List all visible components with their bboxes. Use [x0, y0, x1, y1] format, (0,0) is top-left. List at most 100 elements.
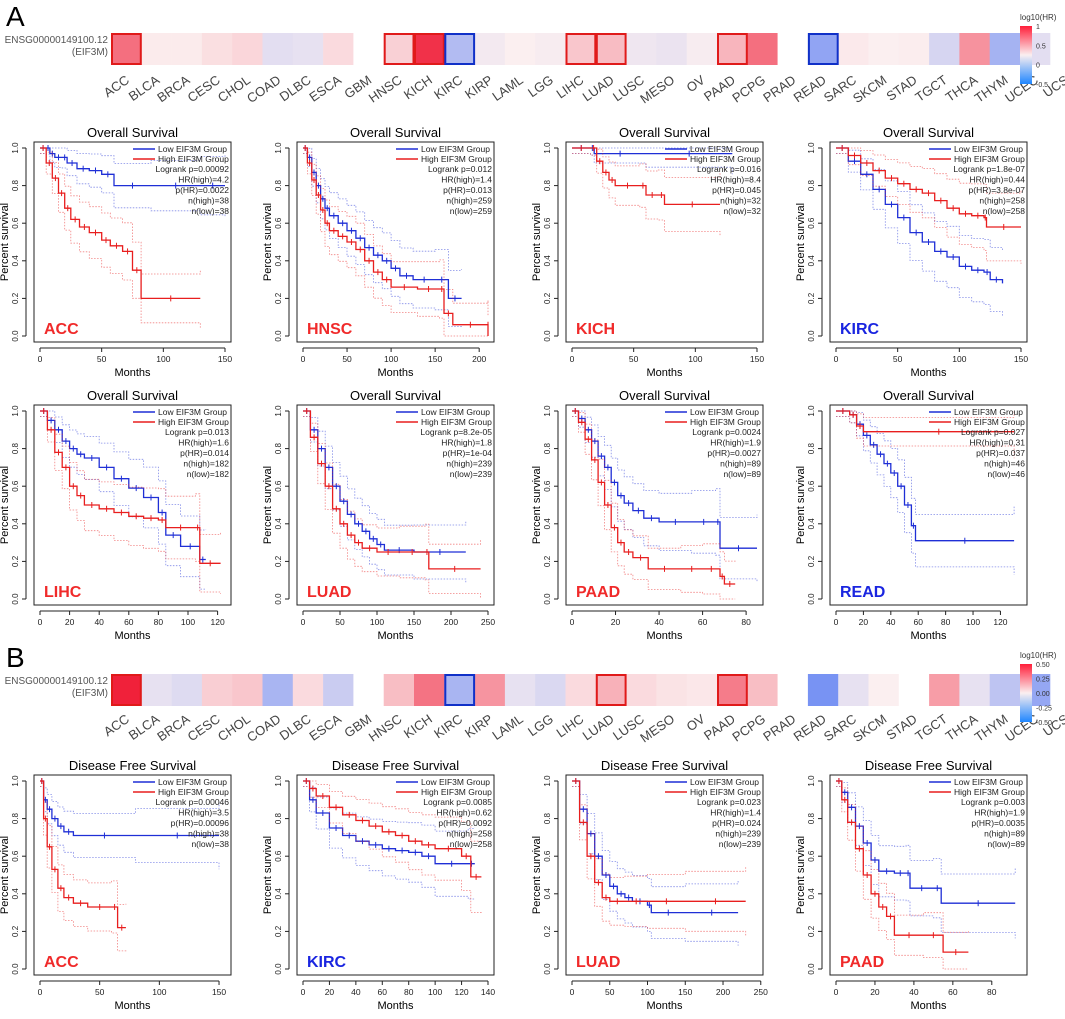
confidence-band: [40, 786, 220, 870]
y-axis-label: Percent survival: [795, 836, 807, 914]
x-tick-label: 100: [640, 987, 654, 997]
x-axis-label: Months: [910, 1000, 947, 1012]
heatmap-label-tgct: TGCT: [912, 711, 950, 744]
heatmap-cell-skcm: [868, 33, 900, 65]
confidence-band: [303, 410, 467, 526]
x-axis: 0 20 40 60 80: [834, 980, 997, 997]
series-high: [836, 408, 1015, 459]
legend-label: Low EIF3M Group: [690, 407, 759, 417]
plot-frame: [296, 141, 495, 343]
heatmap-cell-tgct: [929, 33, 960, 65]
survival-curve: [836, 147, 1004, 284]
y-axis: 0.0 0.2 0.4 0.6 0.8 1.0: [543, 775, 559, 975]
x-axis-label: Months: [377, 1000, 414, 1012]
heatmap-label-coad: COAD: [244, 711, 283, 745]
heatmap-label-blca: BLCA: [126, 72, 163, 104]
survival-curve: [40, 780, 126, 929]
heatmap-label-brca: BRCA: [154, 72, 192, 105]
x-tick-label: 50: [97, 354, 107, 364]
cancer-label: KICH: [576, 321, 615, 338]
km-plot-a-paad: Overall Survival 0.0 0.2 0.4 0.6 0.8 1.0 Percen…: [531, 388, 764, 642]
y-tick-label: 0.8: [11, 442, 20, 454]
confidence-band: [40, 416, 221, 594]
heatmap-cell-dlbc: [292, 33, 324, 65]
heatmap-label-prad: PRAD: [760, 711, 798, 744]
x-tick-label: 50: [893, 354, 903, 364]
x-tick-label: 100: [384, 354, 398, 364]
x-tick-label: 0: [301, 987, 306, 997]
heatmap-label-stad: STAD: [883, 711, 919, 743]
heatmap-cell-luad: [595, 33, 627, 65]
y-tick-label: 0.4: [11, 518, 20, 530]
heatmap-cell-coad: [262, 33, 294, 65]
y-tick-label: 1.0: [807, 142, 816, 154]
x-tick-label: 20: [325, 987, 335, 997]
y-axis: 0.0 0.2 0.4 0.6 0.8 1.0: [274, 775, 290, 975]
series-low: [836, 145, 1004, 316]
heatmap-highlight-kich: [414, 33, 445, 65]
y-tick-label: 0.6: [274, 217, 283, 229]
x-axis: 0 20 40 60 80 100 120: [834, 610, 1008, 627]
stat-line: HR(high)=1.6: [178, 438, 229, 448]
series-low: [40, 408, 207, 590]
y-axis: 0.0 0.2 0.4 0.6 0.8 1.0: [11, 775, 27, 975]
y-tick-label: 0.2: [11, 292, 20, 304]
km-plot-a-read: Overall Survival 0.0 0.2 0.4 0.6 0.8 1.0 Percen…: [795, 388, 1028, 642]
heatmap-label-pcpg: PCPG: [729, 72, 768, 105]
heatmap-label-dlbc: DLBC: [277, 711, 314, 743]
x-axis-label: Months: [377, 367, 414, 379]
y-tick-label: 0.2: [807, 292, 816, 304]
heatmap-legend-bar: [1020, 26, 1032, 84]
x-tick-label: 80: [404, 987, 414, 997]
heatmap-label-luad: LUAD: [580, 72, 617, 104]
confidence-band: [40, 780, 127, 905]
x-tick-label: 100: [156, 354, 170, 364]
series-high: [572, 408, 736, 600]
km-plot-a-kich: Overall Survival 0.0 0.2 0.4 0.6 0.8 1.0 Percen…: [531, 125, 764, 379]
stat-line: HR(high)=1.8: [441, 438, 492, 448]
heatmap-label-blca: BLCA: [126, 711, 163, 743]
survival-curve: [40, 780, 219, 837]
heatmap-highlight-luad: [595, 674, 627, 706]
heatmap-cell-laml: [504, 674, 536, 706]
x-tick-label: 40: [351, 987, 361, 997]
heatmap-cell-hnsc: [383, 33, 415, 65]
heatmap-legend-tick: 1: [1036, 24, 1040, 31]
y-tick-label: 1.0: [543, 142, 552, 154]
y-axis-label: Percent survival: [531, 836, 543, 914]
y-tick-label: 1.0: [274, 775, 283, 787]
y-axis: 0.0 0.2 0.4 0.6 0.8 1.0: [543, 405, 559, 605]
heatmap-cell-luad: [595, 674, 627, 706]
stat-line: n(high)=46: [984, 459, 1025, 469]
heatmap-cell-paad: [717, 674, 748, 706]
heatmap-label-cesc: CESC: [185, 711, 223, 744]
x-tick-label: 50: [95, 987, 105, 997]
survival-curve: [572, 780, 746, 902]
cancer-label: KIRC: [307, 954, 347, 971]
heatmap-legend-title: log10(HR): [1020, 13, 1057, 22]
y-tick-label: 0.6: [807, 217, 816, 229]
plot-title: Overall Survival: [619, 125, 710, 140]
x-tick-label: 200: [472, 354, 486, 364]
series-high: [303, 145, 489, 337]
y-tick-label: 0.6: [807, 480, 816, 492]
confidence-band: [836, 147, 1003, 251]
survival-curve: [303, 410, 481, 570]
heatmap-label-thym: THYM: [972, 72, 1011, 105]
stat-line: n(low)=259: [450, 206, 493, 216]
legend-label: High EIF3M Group: [158, 787, 229, 797]
heatmap-cell-blca: [141, 33, 172, 65]
series-high: [40, 408, 221, 594]
heatmap-cell-sarc: [838, 674, 869, 706]
y-axis-label: Percent survival: [531, 466, 543, 544]
heatmap-cell-esca: [323, 674, 354, 706]
confidence-band: [836, 780, 1016, 875]
heatmap-cell-gbm: [353, 33, 384, 65]
survival-curve: [836, 780, 969, 953]
heatmap-cell-meso: [656, 674, 687, 706]
x-tick-label: 150: [750, 354, 764, 364]
